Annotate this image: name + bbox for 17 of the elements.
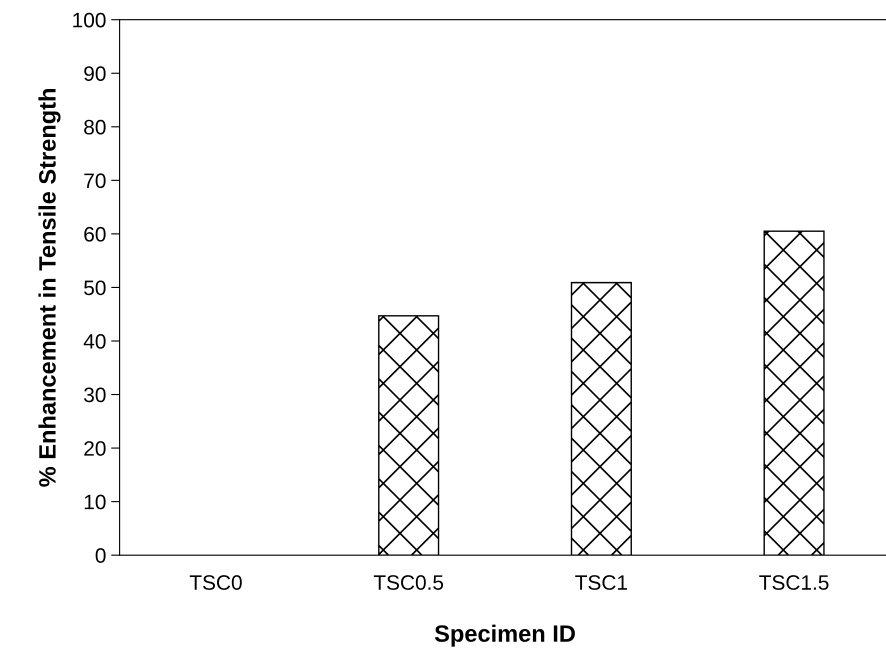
y-tick-label: 40 <box>84 334 106 349</box>
y-tick-label: 50 <box>84 280 106 296</box>
y-tick-label: 0 <box>96 548 106 563</box>
x-tick-label: TSC1 <box>575 575 627 590</box>
x-tick-label: TSC0.5 <box>374 575 444 590</box>
y-tick-label: 80 <box>84 120 106 135</box>
y-tick-label: 70 <box>84 173 106 188</box>
x-axis-title: Specimen ID <box>434 624 575 647</box>
x-tick-label: TSC1.5 <box>759 575 829 590</box>
y-tick-label: 10 <box>84 494 106 510</box>
x-tick-label: TSC0 <box>190 575 242 590</box>
y-tick-label: 60 <box>84 226 106 242</box>
y-tick-label: 30 <box>84 388 106 402</box>
y-tick-label: 20 <box>84 441 106 456</box>
y-axis-title: % Enhancement in Tensile Strength <box>38 89 61 487</box>
y-tick-label: 100 <box>73 12 106 28</box>
y-tick-label: 90 <box>84 66 106 82</box>
